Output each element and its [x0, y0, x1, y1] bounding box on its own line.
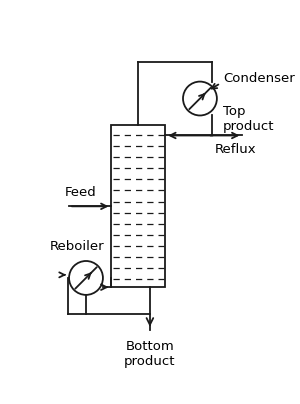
Text: Top
product: Top product	[223, 105, 274, 133]
Text: Reflux: Reflux	[214, 143, 256, 156]
Circle shape	[183, 82, 217, 116]
Text: Bottom
product: Bottom product	[124, 340, 176, 368]
Circle shape	[69, 261, 103, 295]
Text: Reboiler: Reboiler	[50, 240, 104, 253]
Text: Condenser: Condenser	[223, 72, 295, 85]
Text: Feed: Feed	[65, 185, 97, 199]
Bar	[111, 126, 165, 287]
